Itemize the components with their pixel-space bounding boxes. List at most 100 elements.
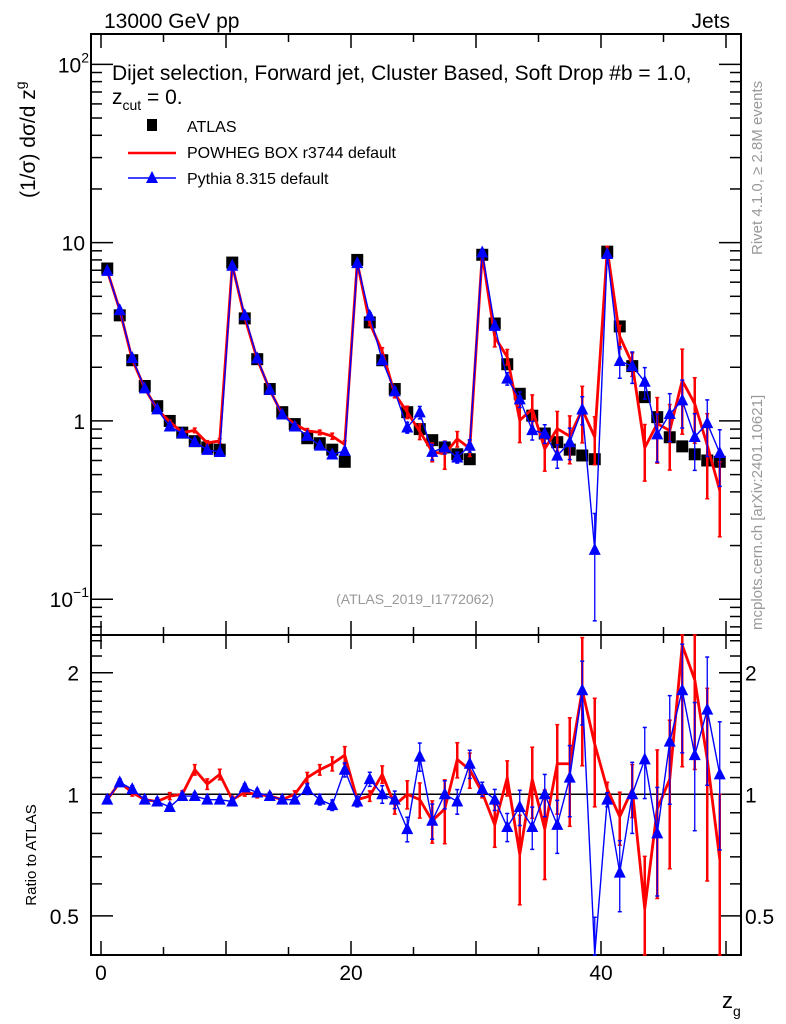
title-sub: cut: [122, 97, 142, 113]
pythia-main-marker: [513, 392, 526, 405]
pythia-ratio-marker: [201, 792, 214, 805]
pythia-ratio-marker: [163, 800, 176, 813]
pythia-ratio-line: [106, 690, 721, 956]
pythia-ratio-marker: [551, 817, 564, 830]
pythia-main-marker: [238, 308, 251, 321]
legend-atlas-label: ATLAS: [187, 119, 237, 136]
pythia-ratio-marker: [413, 749, 426, 762]
pythia-ratio-marker: [601, 792, 614, 805]
pythia-main-marker: [613, 353, 626, 366]
pythia-ratio-marker: [538, 787, 551, 800]
pythia-main-marker: [501, 371, 514, 384]
legend-pythia-marker: [146, 171, 158, 183]
pythia-ratio-marker: [263, 789, 276, 802]
x-axis-label-main: z: [722, 988, 733, 1013]
x-tick-label: 20: [339, 962, 362, 985]
ratio-panel-data: [101, 634, 726, 956]
y-tick-label: 10−1: [50, 584, 90, 612]
ratio-tick-label-right: 2: [745, 663, 757, 686]
pythia-main-marker: [413, 405, 426, 418]
pythia-ratio-marker: [713, 767, 726, 780]
pythia-main-marker: [251, 351, 264, 364]
pythia-ratio-marker: [326, 798, 339, 811]
powheg-ratio-line: [106, 644, 722, 910]
pythia-main-marker: [213, 445, 226, 458]
pythia-ratio-marker: [513, 800, 526, 813]
x-axis-label: zg: [722, 988, 741, 1019]
process-label: Jets: [691, 10, 730, 33]
ratio-tick-label-left: 1: [67, 784, 79, 807]
pythia-main-marker: [351, 256, 364, 269]
plot-title: Dijet selection, Forward jet, Cluster Ba…: [112, 62, 722, 114]
pythia-main-marker: [338, 443, 351, 456]
legend-powheg-label: POWHEG BOX r3744 default: [187, 145, 397, 162]
pythia-main-marker: [301, 428, 314, 441]
pythia-main-marker: [401, 420, 414, 433]
pythia-ratio-marker: [363, 772, 376, 785]
pythia-main-marker: [426, 444, 439, 457]
pythia-ratio-marker: [613, 865, 626, 878]
y-axis-label-main: (1/σ) dσ/d z: [17, 89, 40, 198]
pythia-main-marker: [451, 450, 464, 463]
pythia-main-marker: [201, 442, 214, 455]
pythia-ratio-marker: [138, 792, 151, 805]
pythia-ratio-marker: [476, 782, 489, 795]
pythia-main-line: [106, 252, 721, 550]
pythia-main-marker: [176, 426, 189, 439]
pythia-ratio-marker: [426, 813, 439, 826]
pythia-ratio-marker: [651, 826, 664, 839]
pythia-main-marker: [313, 438, 326, 451]
pythia-ratio-marker: [351, 794, 364, 807]
pythia-ratio-marker: [338, 762, 351, 775]
atlas-marker: [676, 440, 689, 453]
pythia-main-marker: [638, 374, 651, 387]
x-axis-label-sub: g: [733, 1003, 741, 1019]
pythia-main-marker: [463, 438, 476, 451]
ratio-tick-label-left: 2: [67, 663, 79, 686]
pythia-ratio-marker: [176, 789, 189, 802]
ratio-tick-label-left: 0.5: [50, 906, 79, 929]
side-label-rivet: Rivet 4.1.0, ≥ 2.8M events: [749, 81, 766, 255]
legend-atlas-marker: [147, 119, 157, 131]
main-panel-data: [101, 245, 726, 622]
title-main: Dijet selection, Forward jet, Cluster Ba…: [112, 62, 692, 109]
x-tick-label: 0: [95, 962, 107, 985]
pythia-main-marker: [438, 440, 451, 453]
labels: 13000 GeV pp Jets Dijet selection, Forwa…: [12, 10, 766, 1019]
pythia-ratio-marker: [501, 819, 514, 832]
pythia-main-marker: [376, 353, 389, 366]
y-tick-label: 102: [58, 49, 89, 77]
pythia-main-marker: [276, 407, 289, 420]
pythia-ratio-marker: [701, 702, 714, 715]
pythia-main-marker: [151, 402, 164, 415]
pythia-ratio-marker: [101, 792, 114, 805]
pythia-ratio-marker: [238, 780, 251, 793]
pythia-main-marker: [388, 384, 401, 397]
pythia-ratio-marker: [376, 787, 389, 800]
title-tail: = 0.: [141, 86, 183, 109]
pythia-main-marker: [101, 263, 114, 276]
analysis-id: (ATLAS_2019_I1772062): [336, 591, 494, 607]
pythia-main-marker: [588, 542, 601, 555]
pythia-ratio-marker: [151, 794, 164, 807]
ratio-y-axis-label: Ratio to ATLAS: [23, 804, 40, 905]
pythia-ratio-marker: [638, 752, 651, 765]
pythia-ratio-marker: [188, 789, 201, 802]
pythia-main-marker: [326, 447, 339, 460]
pythia-main-marker: [713, 446, 726, 459]
pythia-main-marker: [651, 427, 664, 440]
pythia-ratio-marker: [488, 792, 501, 805]
atlas-marker: [463, 453, 476, 466]
pythia-main-marker: [226, 258, 239, 271]
pythia-main-marker: [163, 419, 176, 432]
plot-title-box: Dijet selection, Forward jet, Cluster Ba…: [112, 62, 722, 114]
pythia-main-marker: [363, 308, 376, 321]
pythia-ratio-marker: [576, 683, 589, 696]
pythia-ratio-marker: [688, 748, 701, 761]
y-tick-label: 1: [73, 411, 85, 434]
legend-pythia-label: Pythia 8.315 default: [187, 171, 329, 188]
pythia-main-marker: [476, 245, 489, 258]
pythia-main-marker: [538, 426, 551, 439]
pythia-main-marker: [188, 434, 201, 447]
